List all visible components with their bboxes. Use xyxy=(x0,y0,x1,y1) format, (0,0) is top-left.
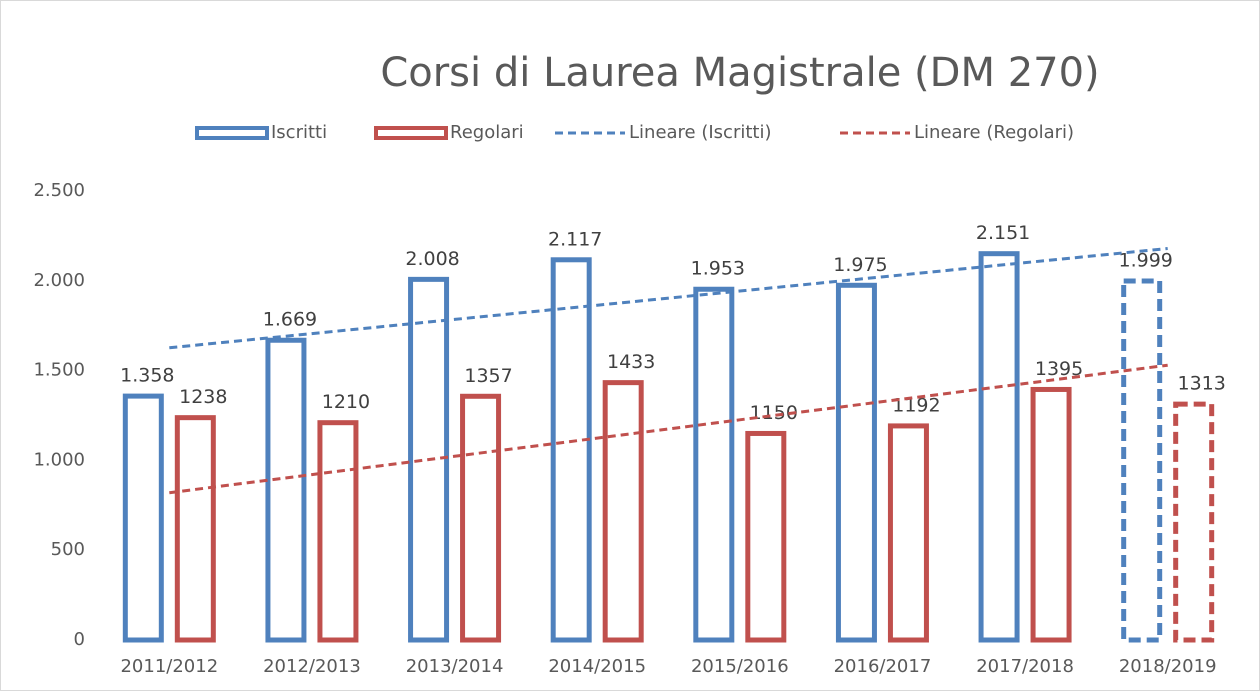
x-tick-label: 2011/2012 xyxy=(120,656,218,677)
y-tick-label: 500 xyxy=(51,539,85,560)
data-label: 2.117 xyxy=(548,228,602,250)
x-tick-label: 2015/2016 xyxy=(691,656,789,677)
data-label: 1210 xyxy=(322,391,370,413)
y-tick-label: 2.500 xyxy=(33,180,85,201)
bar xyxy=(265,337,307,643)
x-tick-label: 2018/2019 xyxy=(1119,656,1217,677)
legend-swatch xyxy=(374,126,448,140)
legend-swatch xyxy=(195,126,269,140)
bar xyxy=(1173,401,1215,643)
x-tick-label: 2017/2018 xyxy=(976,656,1074,677)
legend-label: Lineare (Iscritti) xyxy=(629,122,772,143)
legend-label: Iscritti xyxy=(271,122,327,143)
x-tick-label: 2016/2017 xyxy=(834,656,932,677)
bar xyxy=(602,380,644,643)
data-label: 1150 xyxy=(750,402,798,424)
bar xyxy=(693,286,735,643)
chart-title: Corsi di Laurea Magistrale (DM 270) xyxy=(380,50,1099,96)
bar xyxy=(408,276,450,643)
bar xyxy=(835,282,877,643)
legend-label: Regolari xyxy=(450,122,524,143)
bar xyxy=(887,423,929,643)
y-tick-label: 0 xyxy=(74,629,85,650)
data-label: 2.008 xyxy=(405,248,459,270)
y-tick-label: 1.500 xyxy=(33,360,85,381)
data-label: 1.358 xyxy=(120,365,174,387)
data-label: 1.669 xyxy=(263,309,317,331)
data-label: 1357 xyxy=(464,365,512,387)
trend-line xyxy=(169,363,1168,495)
data-label: 1395 xyxy=(1035,358,1083,380)
bar xyxy=(460,393,502,643)
data-label: 1.953 xyxy=(691,258,745,280)
data-label: 1433 xyxy=(607,351,655,373)
x-tick-label: 2012/2013 xyxy=(263,656,361,677)
legend-label: Lineare (Regolari) xyxy=(914,122,1074,143)
data-label: 1192 xyxy=(892,394,940,416)
bar xyxy=(1121,278,1163,643)
data-label: 2.151 xyxy=(976,222,1030,244)
y-tick-label: 1.000 xyxy=(33,449,85,470)
data-label: 1313 xyxy=(1178,373,1226,395)
bar xyxy=(550,257,592,643)
bar xyxy=(317,420,359,643)
bar xyxy=(978,251,1020,643)
bar xyxy=(174,415,216,643)
y-tick-label: 2.000 xyxy=(33,270,85,291)
data-label: 1.975 xyxy=(833,254,887,276)
data-label: 1.999 xyxy=(1118,249,1172,271)
bar xyxy=(745,430,787,643)
data-label: 1238 xyxy=(179,386,227,408)
bar xyxy=(1030,386,1072,643)
x-tick-label: 2014/2015 xyxy=(548,656,646,677)
trend-line xyxy=(169,246,1168,350)
bar xyxy=(122,393,164,643)
x-tick-label: 2013/2014 xyxy=(406,656,504,677)
